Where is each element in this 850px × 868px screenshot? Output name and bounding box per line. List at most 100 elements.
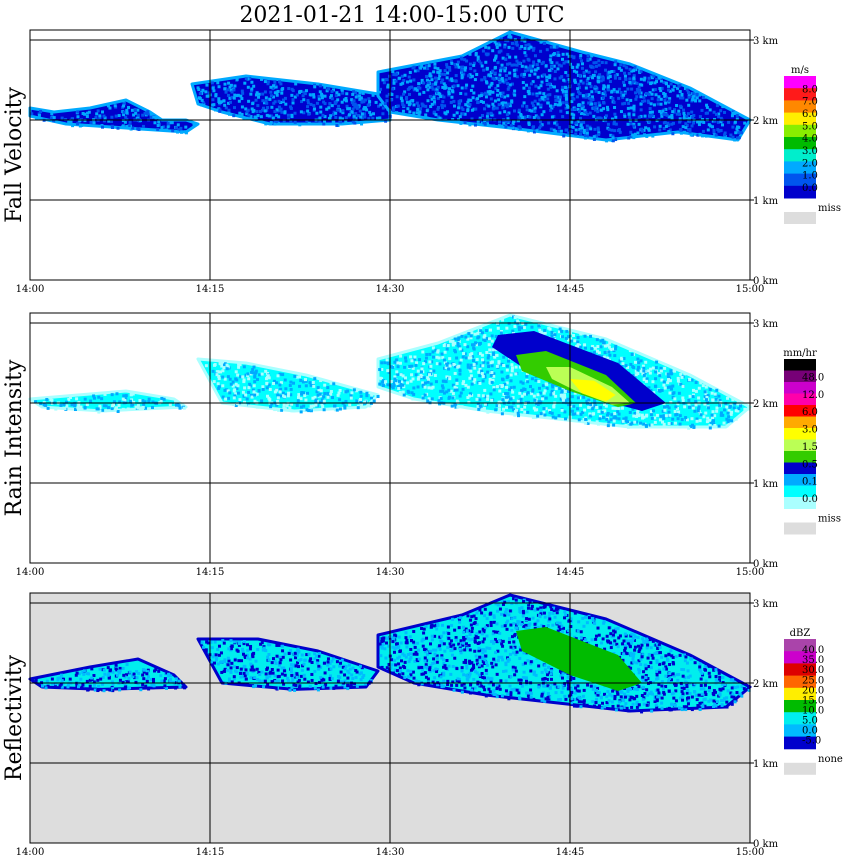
- echo-speck: [344, 390, 348, 394]
- echo-speck: [132, 672, 136, 676]
- echo-speck: [531, 80, 535, 84]
- echo-speck: [220, 364, 224, 368]
- echo-speck: [146, 112, 150, 116]
- echo-speck: [567, 54, 571, 58]
- echo-speck: [405, 638, 409, 642]
- echo-speck: [348, 667, 352, 671]
- echo-speck: [247, 404, 251, 408]
- echo-speck: [271, 116, 275, 120]
- echo-speck: [723, 131, 727, 135]
- echo-speck: [673, 421, 677, 425]
- echo-speck: [565, 329, 569, 333]
- echo-speck: [469, 363, 473, 367]
- echo-speck: [252, 84, 256, 88]
- echo-speck: [572, 676, 576, 680]
- echo-speck: [290, 680, 294, 684]
- echo-speck: [66, 682, 70, 686]
- echo-speck: [309, 657, 313, 661]
- echo-speck: [733, 402, 737, 406]
- echo-speck: [279, 100, 283, 104]
- echo-speck: [255, 378, 259, 382]
- echo-speck: [564, 697, 568, 701]
- echo-speck: [396, 365, 400, 369]
- echo-speck: [336, 98, 340, 102]
- echo-speck: [515, 63, 519, 67]
- echo-speck: [293, 120, 297, 124]
- echo-speck: [306, 101, 310, 105]
- echo-speck: [444, 86, 448, 90]
- echo-speck: [265, 101, 269, 105]
- echo-speck: [694, 93, 698, 97]
- echo-speck: [545, 75, 549, 79]
- echo-speck: [198, 92, 202, 96]
- echo-speck: [247, 377, 251, 381]
- echo-speck: [625, 66, 629, 70]
- echo-speck: [734, 131, 738, 135]
- echo-speck: [338, 388, 342, 392]
- echo-speck: [591, 98, 595, 102]
- echo-speck: [269, 121, 273, 125]
- echo-speck: [667, 115, 671, 119]
- echo-speck: [550, 682, 554, 686]
- panel-1: 14:00 14:15 14:30 14:45 15:000 km1 km2 km3 k…: [2, 29, 841, 295]
- echo-speck: [330, 89, 334, 93]
- echo-speck: [80, 685, 84, 689]
- echo-speck: [710, 125, 714, 129]
- echo-speck: [76, 110, 80, 114]
- echo-speck: [370, 393, 374, 397]
- echo-speck: [487, 682, 491, 686]
- echo-speck: [525, 372, 529, 376]
- echo-speck: [603, 90, 607, 94]
- echo-speck: [407, 659, 411, 663]
- echo-speck: [313, 669, 317, 673]
- echo-speck: [550, 334, 554, 338]
- echo-speck: [549, 54, 553, 58]
- echo-speck: [627, 102, 631, 106]
- echo-speck: [612, 347, 616, 351]
- echo-speck: [441, 389, 445, 393]
- echo-speck: [492, 620, 496, 624]
- echo-speck: [355, 684, 359, 688]
- echo-speck: [539, 412, 543, 416]
- legend-label: 3.0: [802, 146, 818, 157]
- echo-speck: [719, 116, 723, 120]
- echo-speck: [646, 99, 650, 103]
- echo-speck: [530, 64, 534, 68]
- echo-speck: [235, 378, 239, 382]
- echo-speck: [417, 680, 421, 684]
- echo-speck: [369, 396, 373, 400]
- echo-speck: [341, 111, 345, 115]
- echo-speck: [576, 336, 580, 340]
- echo-speck: [505, 368, 509, 372]
- y-tick-label: 0 km: [753, 559, 779, 570]
- echo-speck: [102, 689, 106, 693]
- echo-speck: [570, 395, 574, 399]
- echo-speck: [468, 73, 472, 77]
- echo-speck: [363, 112, 367, 116]
- echo-speck: [324, 682, 328, 686]
- echo-speck: [435, 668, 439, 672]
- echo-speck: [523, 95, 527, 99]
- echo-speck: [590, 90, 594, 94]
- echo-speck: [579, 129, 583, 133]
- echo-speck: [349, 396, 353, 400]
- echo-speck: [416, 385, 420, 389]
- echo-speck: [418, 92, 422, 96]
- echo-speck: [489, 97, 493, 101]
- echo-speck: [305, 653, 309, 657]
- echo-speck: [682, 108, 686, 112]
- echo-speck: [436, 70, 440, 74]
- echo-speck: [587, 101, 591, 105]
- echo-speck: [506, 395, 510, 399]
- echo-speck: [470, 393, 474, 397]
- echo-speck: [420, 367, 424, 371]
- echo-speck: [465, 59, 469, 63]
- echo-speck: [600, 60, 604, 64]
- echo-speck: [137, 127, 141, 131]
- echo-speck: [629, 98, 633, 102]
- echo-speck: [280, 672, 284, 676]
- echo-speck: [564, 417, 568, 421]
- echo-speck: [226, 663, 230, 667]
- echo-speck: [651, 409, 655, 413]
- echo-speck: [215, 656, 219, 660]
